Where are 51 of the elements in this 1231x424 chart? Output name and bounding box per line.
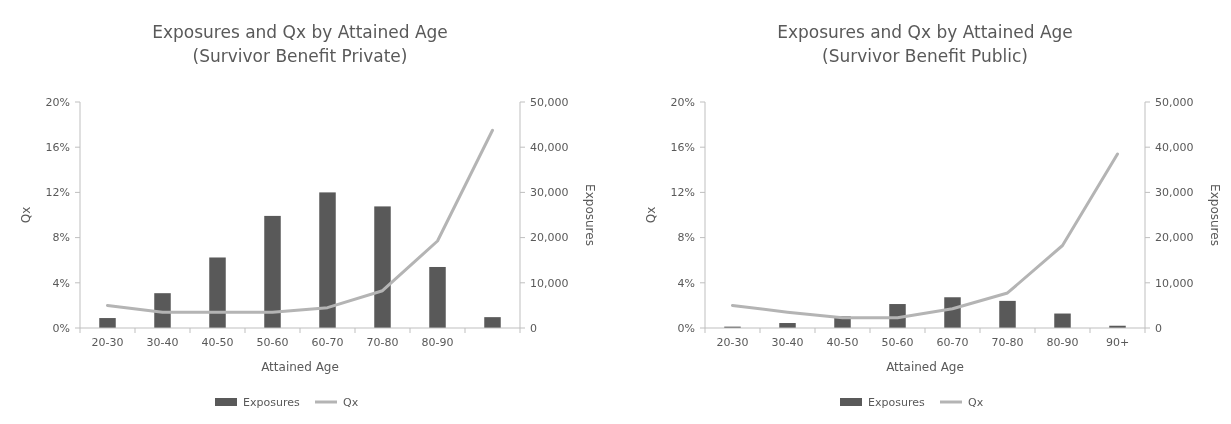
y-tick-label: 4%	[677, 276, 695, 290]
x-tick-label: 50-60	[256, 336, 289, 349]
y-tick-label: 16%	[45, 141, 70, 155]
x-tick-label: 80-90	[421, 336, 454, 349]
y-tick-label: 8%	[52, 231, 70, 245]
x-tick-label: 90+	[1105, 336, 1130, 349]
x-tick-label: 60-70	[311, 336, 344, 349]
x-tick-label: 30-40	[771, 336, 804, 349]
x-tick-label: 60-70	[936, 336, 969, 349]
y2-tick-label: 30,000	[530, 186, 569, 200]
y-axis-title: Qx	[19, 206, 33, 224]
y2-tick-label: 30,000	[1155, 186, 1194, 200]
x-tick-label: 20-30	[716, 336, 749, 349]
y2-tick-label: 0	[1155, 321, 1162, 335]
y2-tick-label: 10,000	[1155, 276, 1194, 290]
y2-tick-label: 40,000	[1155, 141, 1194, 155]
y-tick-label: 8%	[677, 231, 695, 245]
y-tick-label: 4%	[52, 276, 70, 290]
legend-label: Exposures	[868, 395, 925, 409]
y2-tick-label: 50,000	[1155, 95, 1194, 109]
y-tick-label: 12%	[670, 186, 695, 200]
y-tick-label: 16%	[670, 141, 695, 155]
y2-axis-title: Exposures	[583, 184, 597, 246]
y-axis-title: Qx	[644, 206, 658, 224]
y-tick-label: 20%	[45, 95, 70, 109]
x-tick-label: 30-40	[146, 336, 179, 349]
x-tick-label: 70-80	[991, 336, 1024, 349]
y2-tick-label: 10,000	[530, 276, 569, 290]
x-tick-label: 70-80	[366, 336, 399, 349]
x-tick-label: 40-50	[201, 336, 234, 349]
y2-tick-label: 0	[530, 321, 537, 335]
y2-tick-label: 50,000	[530, 95, 569, 109]
y-tick-label: 0%	[677, 321, 695, 335]
x-tick-label: 20-30	[91, 336, 124, 349]
legend-label: Exposures	[243, 395, 300, 409]
y2-tick-label: 20,000	[530, 231, 569, 245]
legend-label: Qx	[343, 395, 359, 409]
x-tick-label: 80-90	[1046, 336, 1079, 349]
x-tick-label: 50-60	[881, 336, 914, 349]
y-tick-label: 12%	[45, 186, 70, 200]
y2-axis-title: Exposures	[1208, 184, 1222, 246]
legend-label: Qx	[968, 395, 984, 409]
x-axis-title: Attained Age	[886, 360, 964, 374]
y2-tick-label: 40,000	[530, 141, 569, 155]
y2-tick-label: 20,000	[1155, 231, 1194, 245]
y-tick-label: 20%	[670, 95, 695, 109]
y-tick-label: 0%	[52, 321, 70, 335]
chart-title: Exposures and Qx by Attained Age (Survivor Benefit Public)	[777, 22, 1073, 66]
x-axis-title: Attained Age	[261, 360, 339, 374]
chart-title: Exposures and Qx by Attained Age (Survivor Benefit Private)	[152, 22, 448, 66]
x-tick-label: 40-50	[826, 336, 859, 349]
